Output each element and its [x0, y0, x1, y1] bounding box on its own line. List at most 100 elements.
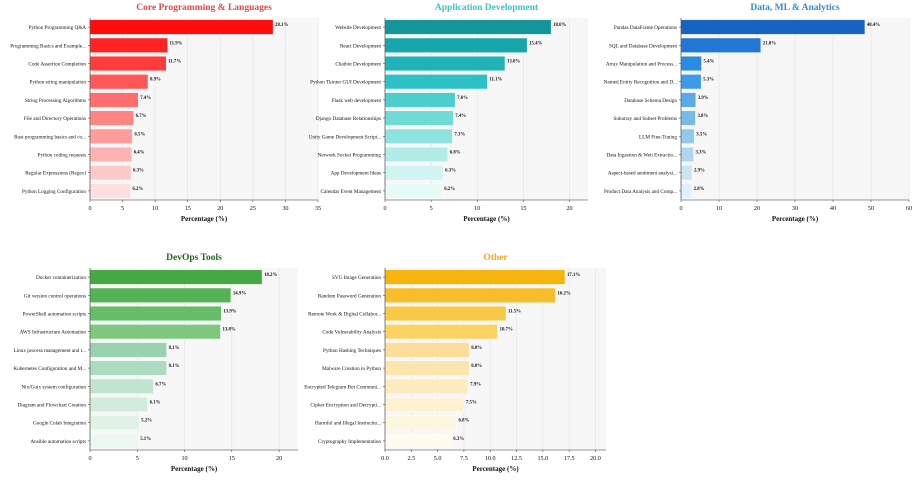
- category-label: Website Development: [335, 25, 381, 31]
- bar[interactable]: [680, 147, 694, 162]
- x-axis-label: Percentage (%): [171, 465, 218, 473]
- category-label: Code Assertion Completion: [28, 62, 86, 68]
- value-label: 6.3%: [445, 169, 456, 174]
- bar[interactable]: [384, 110, 454, 126]
- x-tick-label: 5: [136, 455, 139, 462]
- x-tick-label: 10: [716, 205, 722, 212]
- chart-panel: DevOps Tools Docker containerization 18.2%…: [13, 253, 298, 473]
- bar[interactable]: [384, 165, 444, 181]
- bar[interactable]: [89, 397, 148, 412]
- bar[interactable]: [384, 183, 443, 199]
- value-label: 6.2%: [132, 187, 143, 192]
- value-label: 13.0%: [507, 60, 520, 65]
- bar[interactable]: [89, 92, 139, 108]
- category-label: SVG Image Generation: [332, 275, 381, 281]
- value-label: 8.0%: [471, 364, 482, 369]
- category-label: Django Database Relationships: [316, 116, 381, 122]
- bar[interactable]: [680, 19, 866, 35]
- bar[interactable]: [680, 110, 696, 126]
- bar[interactable]: [680, 37, 762, 53]
- bar[interactable]: [89, 415, 140, 431]
- value-label: 7.5%: [466, 401, 477, 406]
- x-tick-label: 20: [217, 205, 223, 212]
- category-label: Rust programming basics and co...: [14, 134, 86, 140]
- value-label: 5.3%: [703, 78, 714, 83]
- x-tick-label: 10: [152, 205, 158, 212]
- bar[interactable]: [89, 37, 168, 53]
- bar[interactable]: [384, 19, 552, 35]
- bar[interactable]: [384, 74, 488, 90]
- value-label: 18.2%: [264, 273, 277, 278]
- bar[interactable]: [680, 183, 692, 199]
- x-tick-label: 0: [383, 205, 386, 212]
- bar[interactable]: [384, 92, 456, 108]
- bar[interactable]: [384, 415, 457, 431]
- bar[interactable]: [384, 342, 470, 358]
- bar[interactable]: [89, 19, 274, 35]
- category-label: Nix/Guix system configuration: [21, 383, 86, 390]
- value-label: 11.7%: [168, 60, 181, 65]
- bar[interactable]: [89, 433, 139, 449]
- x-tick-label: 15: [229, 455, 235, 462]
- category-label: Harmful and Illegal Instructio...: [315, 420, 381, 427]
- bar[interactable]: [680, 128, 695, 144]
- category-label: AWS Infrastructure Automation: [20, 329, 87, 336]
- bar[interactable]: [680, 74, 702, 90]
- bar[interactable]: [384, 378, 469, 394]
- bar[interactable]: [384, 324, 498, 340]
- value-label: 11.9%: [170, 41, 183, 46]
- value-label: 6.3%: [133, 169, 144, 174]
- x-tick-label: 0: [679, 205, 682, 212]
- category-label: Chatbot Development: [335, 62, 381, 68]
- x-tick-label: 20: [754, 205, 760, 212]
- value-label: 7.6%: [457, 96, 468, 101]
- category-label: Product Data Analysis and Comp...: [604, 189, 677, 195]
- bar[interactable]: [384, 37, 528, 53]
- bar[interactable]: [89, 378, 154, 394]
- bar[interactable]: [384, 287, 556, 303]
- value-label: 28.1%: [275, 23, 288, 28]
- chart-title: Other: [483, 253, 508, 263]
- bar[interactable]: [89, 110, 134, 126]
- x-tick-label: 10: [181, 455, 187, 462]
- bar[interactable]: [89, 147, 132, 162]
- value-label: 11.5%: [508, 310, 521, 315]
- category-label: Data Ingestion & Web Extractio...: [606, 153, 677, 159]
- bar[interactable]: [680, 92, 697, 108]
- bar[interactable]: [89, 165, 132, 181]
- category-label: PowerShell automation scripts: [23, 312, 86, 318]
- x-tick-label: 60: [906, 205, 912, 212]
- category-label: Linux process management and t...: [14, 348, 86, 354]
- bar[interactable]: [384, 56, 506, 71]
- category-label: Python string manipulation: [30, 80, 87, 86]
- category-label: Regular Expressions (Regex): [25, 170, 86, 177]
- bar[interactable]: [384, 433, 452, 449]
- bar[interactable]: [89, 324, 221, 340]
- bar[interactable]: [89, 306, 222, 321]
- bar[interactable]: [89, 128, 133, 144]
- value-label: 3.9%: [698, 96, 709, 101]
- bar[interactable]: [384, 269, 566, 285]
- bar[interactable]: [89, 287, 232, 303]
- bar[interactable]: [89, 269, 263, 285]
- value-label: 6.7%: [136, 114, 147, 119]
- bar[interactable]: [384, 306, 507, 321]
- value-label: 17.1%: [567, 273, 580, 278]
- bar[interactable]: [89, 56, 167, 71]
- bar[interactable]: [89, 183, 131, 199]
- bar[interactable]: [384, 128, 453, 144]
- bar[interactable]: [384, 397, 465, 412]
- bar[interactable]: [384, 360, 470, 376]
- value-label: 7.9%: [470, 382, 481, 387]
- bar[interactable]: [89, 342, 167, 358]
- category-label: Pandas DataFrame Operations: [614, 25, 677, 31]
- bar[interactable]: [89, 74, 149, 90]
- category-label: Random Password Generation: [318, 293, 382, 299]
- bar[interactable]: [680, 165, 693, 181]
- bar[interactable]: [680, 56, 702, 71]
- bar[interactable]: [89, 360, 167, 376]
- bar[interactable]: [384, 147, 448, 162]
- category-label: SQL and Database Development: [609, 43, 678, 49]
- value-label: 48.4%: [867, 23, 880, 28]
